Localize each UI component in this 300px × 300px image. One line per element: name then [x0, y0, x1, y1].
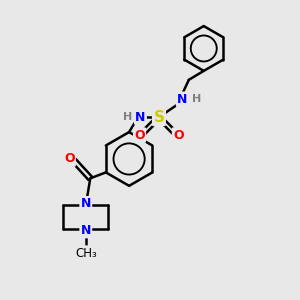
Text: O: O: [173, 129, 184, 142]
Text: O: O: [64, 152, 75, 166]
Text: N: N: [81, 197, 91, 210]
Text: H: H: [192, 94, 201, 104]
Text: S: S: [154, 110, 164, 125]
Text: CH₃: CH₃: [75, 247, 97, 260]
Text: N: N: [177, 93, 188, 106]
Text: N: N: [135, 111, 146, 124]
Text: H: H: [123, 112, 132, 122]
Text: O: O: [134, 129, 145, 142]
Text: N: N: [81, 224, 91, 237]
